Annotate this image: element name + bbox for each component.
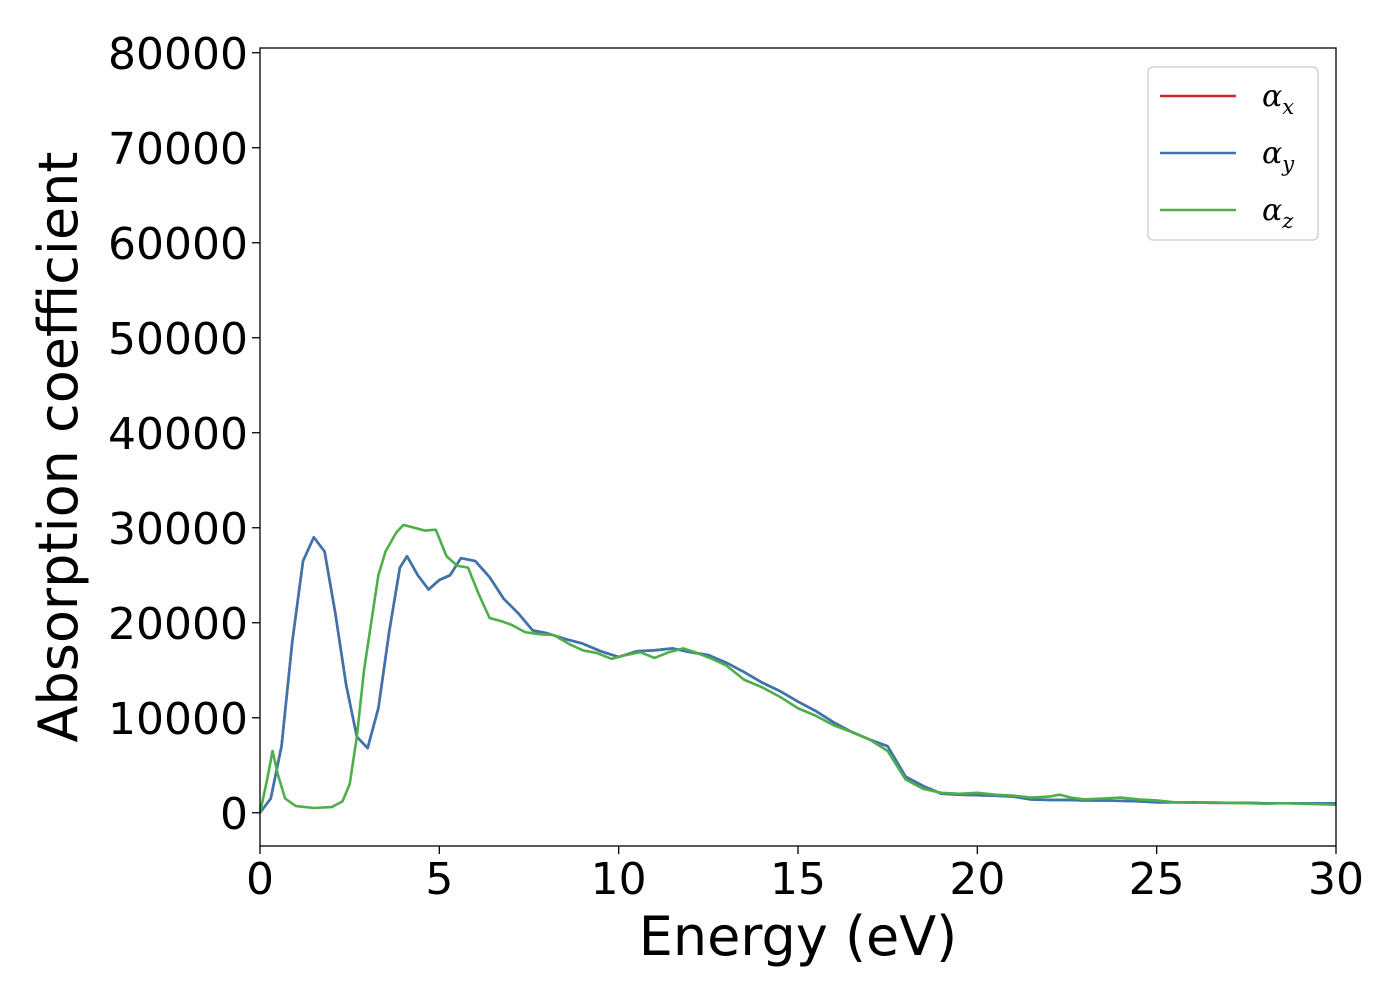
x-tick-label: 15 (770, 854, 826, 905)
x-axis-title: Energy (eV) (639, 905, 958, 968)
legend-label: αx (1262, 79, 1294, 119)
y-tick-label: 80000 (108, 29, 248, 80)
series-layer (258, 523, 1337, 814)
y-tick-label: 50000 (108, 314, 248, 365)
y-tick-label: 70000 (108, 124, 248, 175)
legend: αx αy αz (1147, 66, 1319, 241)
legend-label: αz (1262, 193, 1294, 233)
legend-label: αy (1262, 136, 1295, 176)
x-tick-label: 30 (1308, 854, 1364, 905)
x-tick-label: 20 (949, 854, 1005, 905)
y-axis-title: Absorption coefficient (27, 152, 90, 743)
x-axis: 0 5 10 15 20 25 30 (246, 846, 1364, 905)
x-tick-label: 0 (246, 854, 274, 905)
y-tick-label: 20000 (108, 599, 248, 650)
series-line-alpha-z (258, 523, 1337, 814)
x-tick-label: 5 (425, 854, 453, 905)
y-axis: 0 10000 20000 30000 40000 50000 60000 70000 8000… (108, 29, 260, 840)
y-tick-label: 0 (220, 789, 248, 840)
y-tick-label: 40000 (108, 409, 248, 460)
y-tick-label: 10000 (108, 694, 248, 745)
y-tick-label: 60000 (108, 219, 248, 270)
y-tick-label: 30000 (108, 504, 248, 555)
x-tick-label: 10 (591, 854, 647, 905)
x-tick-label: 25 (1129, 854, 1185, 905)
series-line-alpha-y (258, 535, 1336, 814)
